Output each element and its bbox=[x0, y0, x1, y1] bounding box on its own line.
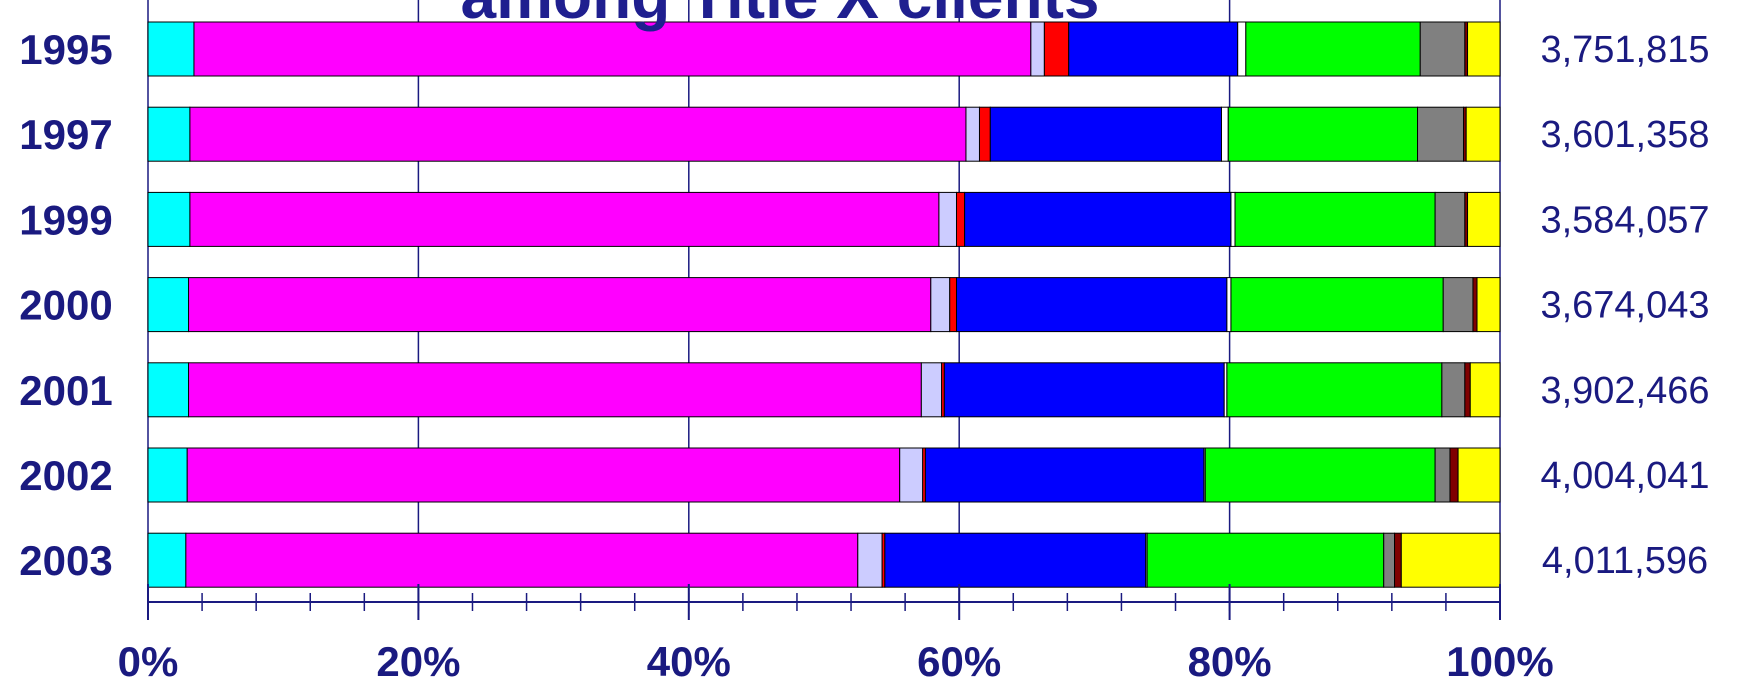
bar-segment bbox=[185, 532, 859, 588]
bar-segment bbox=[920, 362, 943, 418]
bar-segment bbox=[949, 277, 957, 333]
total-label: 3,902,466 bbox=[1540, 370, 1709, 412]
bar-segment bbox=[955, 191, 966, 247]
bar-segment bbox=[1230, 277, 1444, 333]
bar-segment bbox=[1394, 532, 1402, 588]
bar-segment bbox=[1245, 21, 1421, 77]
bar-segment bbox=[1419, 21, 1466, 77]
bar-segment bbox=[964, 191, 1232, 247]
bar-segment bbox=[147, 106, 191, 162]
bar-segment bbox=[1068, 21, 1239, 77]
bar-segment bbox=[147, 362, 190, 418]
bar-segment bbox=[1472, 277, 1478, 333]
bar-segment bbox=[899, 447, 924, 503]
bar-segment bbox=[1417, 106, 1464, 162]
bar-segment bbox=[1465, 106, 1501, 162]
bar-segment bbox=[1400, 532, 1501, 588]
bar-segment bbox=[1467, 21, 1501, 77]
total-label: 3,584,057 bbox=[1540, 199, 1709, 241]
bar-segment bbox=[943, 362, 1225, 418]
total-label: 3,751,815 bbox=[1540, 29, 1709, 71]
bar-segment bbox=[1227, 106, 1419, 162]
bar-segment bbox=[955, 277, 1228, 333]
category-label: 2002 bbox=[19, 452, 112, 499]
bar-segment bbox=[147, 21, 195, 77]
bar-segment bbox=[1234, 191, 1436, 247]
bar-segment bbox=[1441, 362, 1466, 418]
bar-segment bbox=[884, 532, 1147, 588]
bar-segment bbox=[1043, 21, 1070, 77]
bar-segment bbox=[1476, 277, 1501, 333]
bar-segment bbox=[1449, 447, 1459, 503]
bar-segment bbox=[186, 447, 901, 503]
bar-segment bbox=[1230, 191, 1236, 247]
category-label: 1995 bbox=[19, 26, 112, 73]
bar-segment bbox=[147, 191, 191, 247]
bar-segment bbox=[1146, 532, 1385, 588]
bar-segment bbox=[1434, 191, 1466, 247]
chart-title: among Title X clients bbox=[461, 0, 1100, 32]
bar-segment bbox=[965, 106, 980, 162]
bar-segment bbox=[1464, 362, 1471, 418]
category-label: 2000 bbox=[19, 282, 112, 329]
bar-segment bbox=[857, 532, 883, 588]
bar-segment bbox=[930, 277, 951, 333]
bar-segment bbox=[1220, 106, 1229, 162]
category-label: 2001 bbox=[19, 367, 112, 414]
bar-segment bbox=[188, 362, 922, 418]
bar-segment bbox=[188, 277, 932, 333]
bar-segment bbox=[147, 532, 187, 588]
total-label: 3,674,043 bbox=[1540, 285, 1709, 327]
x-tick-label: 0% bbox=[118, 638, 179, 685]
category-label: 1999 bbox=[19, 196, 112, 243]
bar-segment bbox=[147, 447, 188, 503]
x-tick-label: 100% bbox=[1446, 638, 1553, 685]
category-label: 2003 bbox=[19, 537, 112, 584]
bar-segment bbox=[1226, 362, 1443, 418]
x-tick-label: 60% bbox=[917, 638, 1001, 685]
x-tick-label: 20% bbox=[376, 638, 460, 685]
bar-segment bbox=[147, 277, 190, 333]
category-label: 1997 bbox=[19, 111, 112, 158]
bar-segment bbox=[189, 191, 940, 247]
bar-segment bbox=[1204, 447, 1436, 503]
bar-segment bbox=[1469, 362, 1501, 418]
total-label: 4,011,596 bbox=[1542, 540, 1708, 582]
x-tick-label: 40% bbox=[647, 638, 731, 685]
bar-segment bbox=[1226, 277, 1232, 333]
bar-segment bbox=[189, 106, 967, 162]
bar-segment bbox=[1442, 277, 1474, 333]
x-tick-label: 80% bbox=[1188, 638, 1272, 685]
bar-segment bbox=[938, 191, 957, 247]
bar-segment bbox=[1467, 191, 1501, 247]
bar-segment bbox=[1383, 532, 1396, 588]
total-label: 4,004,041 bbox=[1540, 455, 1709, 497]
total-label: 3,601,358 bbox=[1540, 114, 1709, 156]
bar-segment bbox=[1434, 447, 1451, 503]
bar-segment bbox=[978, 106, 991, 162]
bar-segment bbox=[924, 447, 1205, 503]
bar-segment bbox=[1237, 21, 1247, 77]
bar-segment bbox=[1457, 447, 1501, 503]
bar-segment bbox=[989, 106, 1222, 162]
